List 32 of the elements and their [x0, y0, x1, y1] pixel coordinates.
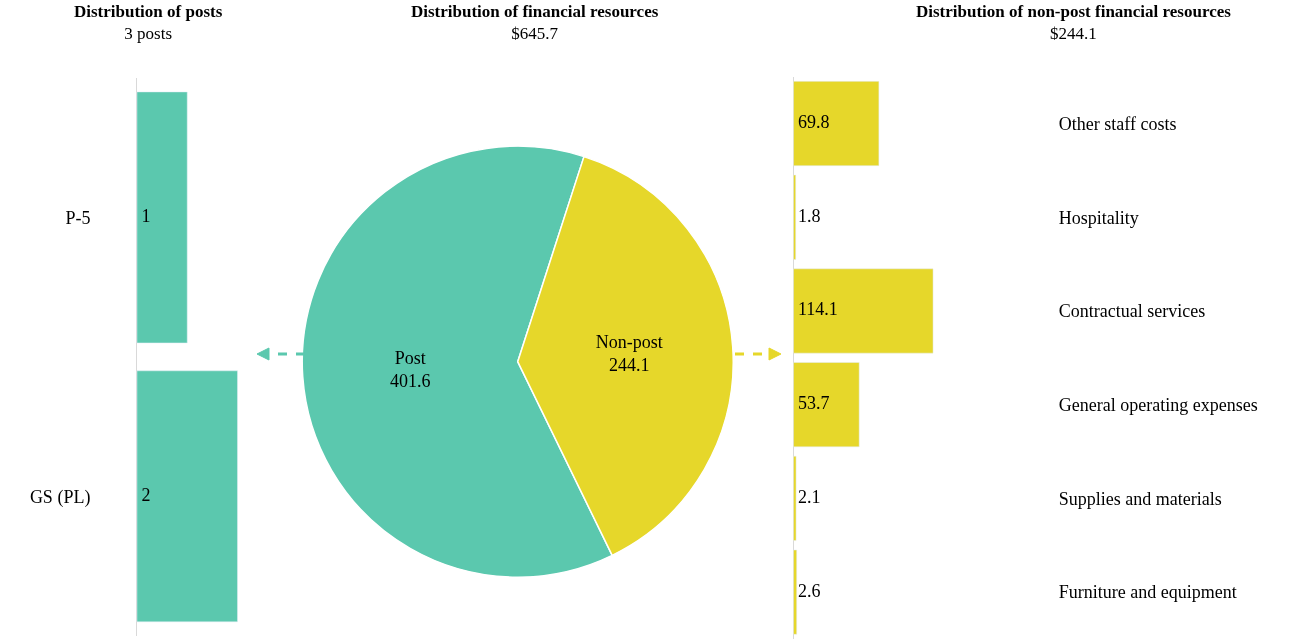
y-tick-label: Contractual services [1058, 301, 1206, 322]
chart-title: Distribution of posts [74, 2, 223, 21]
y-tick-label: Other staff costs [1058, 113, 1177, 134]
slice-label: Post [394, 347, 426, 368]
chart-subtitle: 3 posts [124, 24, 173, 44]
y-tick-label: Furniture and equipment [1058, 582, 1237, 603]
y-tick-label: Supplies and materials [1058, 488, 1222, 509]
text: $244.1 [1050, 24, 1097, 44]
bar [793, 456, 797, 541]
data-label: 244.1 [608, 355, 650, 376]
y-tick-label: GS (PL) [29, 486, 91, 508]
data-label: 2 [136, 484, 151, 505]
bar [793, 174, 796, 260]
y-tick-label: Hospitality [1058, 207, 1139, 228]
data-label: 114.1 [793, 299, 838, 320]
bar [793, 81, 880, 166]
chart-subtitle: $645.7 [511, 24, 559, 44]
y-tick-label: General operating expenses [1058, 395, 1258, 415]
data-label: 53.7 [793, 393, 830, 414]
data-label: 2.1 [793, 486, 821, 507]
data-label: 69.8 [793, 112, 830, 133]
bar [793, 268, 934, 354]
y-tick-label: P-5 [65, 207, 91, 228]
data-label: 1.8 [793, 205, 821, 226]
chart-title: Distribution of financial resources [411, 2, 659, 21]
data-label: 1 [136, 205, 151, 226]
bar [793, 549, 797, 635]
data-label: 2.6 [793, 580, 821, 601]
slice-label: Non-post [595, 332, 663, 353]
bar [793, 362, 860, 448]
data-label: 401.6 [389, 370, 431, 391]
text: Distribution of non-post financial resources [916, 2, 1232, 21]
